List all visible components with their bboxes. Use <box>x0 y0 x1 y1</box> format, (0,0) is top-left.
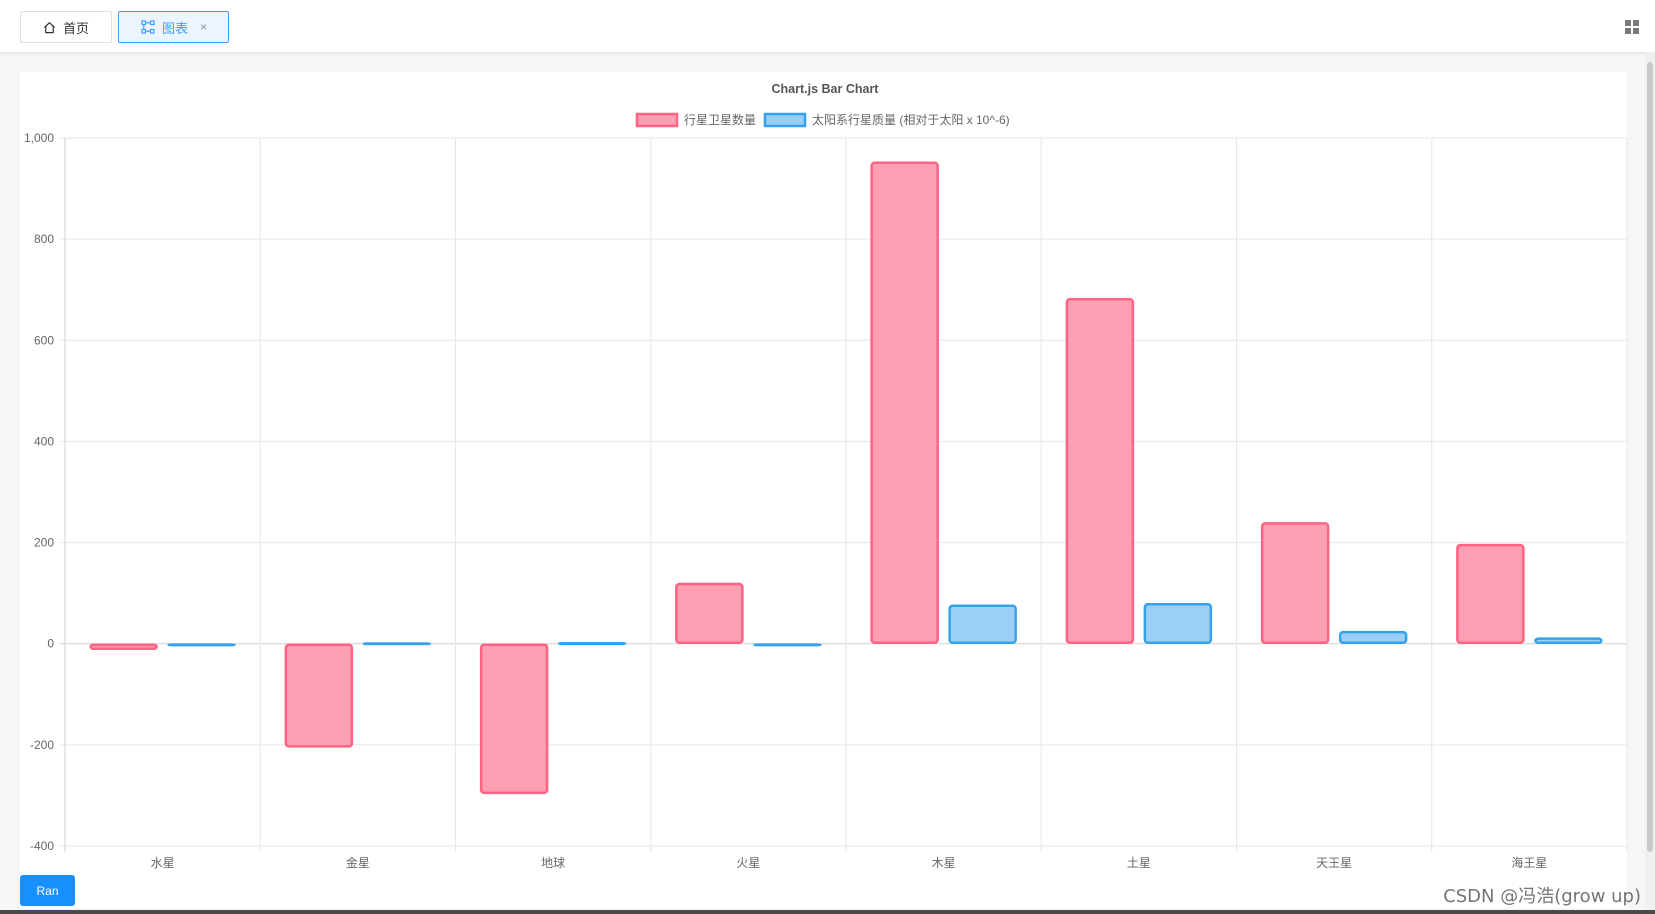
x-tick-label: 水星 <box>151 856 175 870</box>
y-tick-label: -200 <box>30 738 54 752</box>
legend-swatch <box>763 112 807 128</box>
bar-satellites <box>1456 543 1525 644</box>
bar-mass <box>1534 637 1603 644</box>
y-tick-label: 400 <box>34 434 54 448</box>
bar-mass <box>753 643 822 647</box>
chart-icon <box>141 20 155 34</box>
y-tick-label: 200 <box>34 536 54 550</box>
tab-home-label: 首页 <box>63 20 90 36</box>
scrollbar-thumb[interactable] <box>1647 62 1653 852</box>
x-tick-label: 金星 <box>346 855 370 870</box>
legend-label: 太阳系行星质量 (相对于太阳 x 10^-6) <box>812 112 1010 127</box>
x-tick-label: 海王星 <box>1511 855 1547 870</box>
legend-swatch <box>635 112 679 128</box>
bar-mass <box>1143 603 1213 644</box>
y-tick-label: 1,000 <box>24 131 54 145</box>
home-icon <box>43 21 56 33</box>
tab-chart-label: 图表 <box>162 20 189 36</box>
bar-satellites <box>870 161 939 644</box>
tab-chart[interactable]: 图表 × <box>118 11 229 43</box>
content-card <box>20 72 1627 908</box>
x-tick-label: 火星 <box>736 856 760 870</box>
y-tick-label: 800 <box>34 232 54 246</box>
chart-legend[interactable]: 行星卫星数量 太阳系行星质量 (相对于太阳 x 10^-6) <box>635 112 1010 128</box>
chart-bars <box>89 161 1603 795</box>
bar-satellites <box>479 643 549 795</box>
y-tick-label: 600 <box>34 333 54 347</box>
legend-label: 行星卫星数量 <box>684 112 756 127</box>
tab-bar: 首页 图表 × <box>0 0 1655 53</box>
tab-home[interactable]: 首页 <box>20 11 112 43</box>
bar-mass <box>1338 630 1408 644</box>
vertical-scrollbar[interactable] <box>1645 52 1655 914</box>
bar-mass <box>362 642 432 646</box>
x-tick-label: 地球 <box>541 856 565 870</box>
bar-mass <box>167 643 236 647</box>
y-tick-label: 0 <box>47 637 54 651</box>
bottom-strip <box>0 910 1655 914</box>
bar-satellites <box>89 643 158 651</box>
bar-mass <box>948 604 1017 644</box>
x-tick-label: 木星 <box>932 856 956 870</box>
close-icon[interactable]: × <box>200 20 208 34</box>
x-axis: 水星 金星 地球 火星 木星 土星 天王星 海王星 <box>151 855 1548 870</box>
bar-satellites <box>1260 522 1330 644</box>
x-tick-label: 天王星 <box>1316 856 1352 870</box>
y-tick-label: -400 <box>30 839 54 853</box>
ran-button[interactable]: Ran <box>20 875 75 906</box>
x-tick-label: 土星 <box>1127 856 1151 870</box>
watermark: CSDN @冯浩(grow up) <box>1443 886 1641 907</box>
bar-chart: Chart.js Bar Chart 行星卫星数量 太阳系行星质量 (相对于太阳 … <box>24 82 1628 870</box>
bar-satellites <box>675 582 744 644</box>
grid-menu-icon[interactable] <box>1625 20 1639 34</box>
bar-satellites <box>284 643 354 748</box>
bar-mass <box>557 641 627 645</box>
chart-grid <box>60 137 1628 852</box>
y-axis: 1,000 800 600 400 200 0 -200 -400 <box>24 131 54 853</box>
bar-satellites <box>1065 298 1135 644</box>
chart-title: Chart.js Bar Chart <box>772 82 880 96</box>
